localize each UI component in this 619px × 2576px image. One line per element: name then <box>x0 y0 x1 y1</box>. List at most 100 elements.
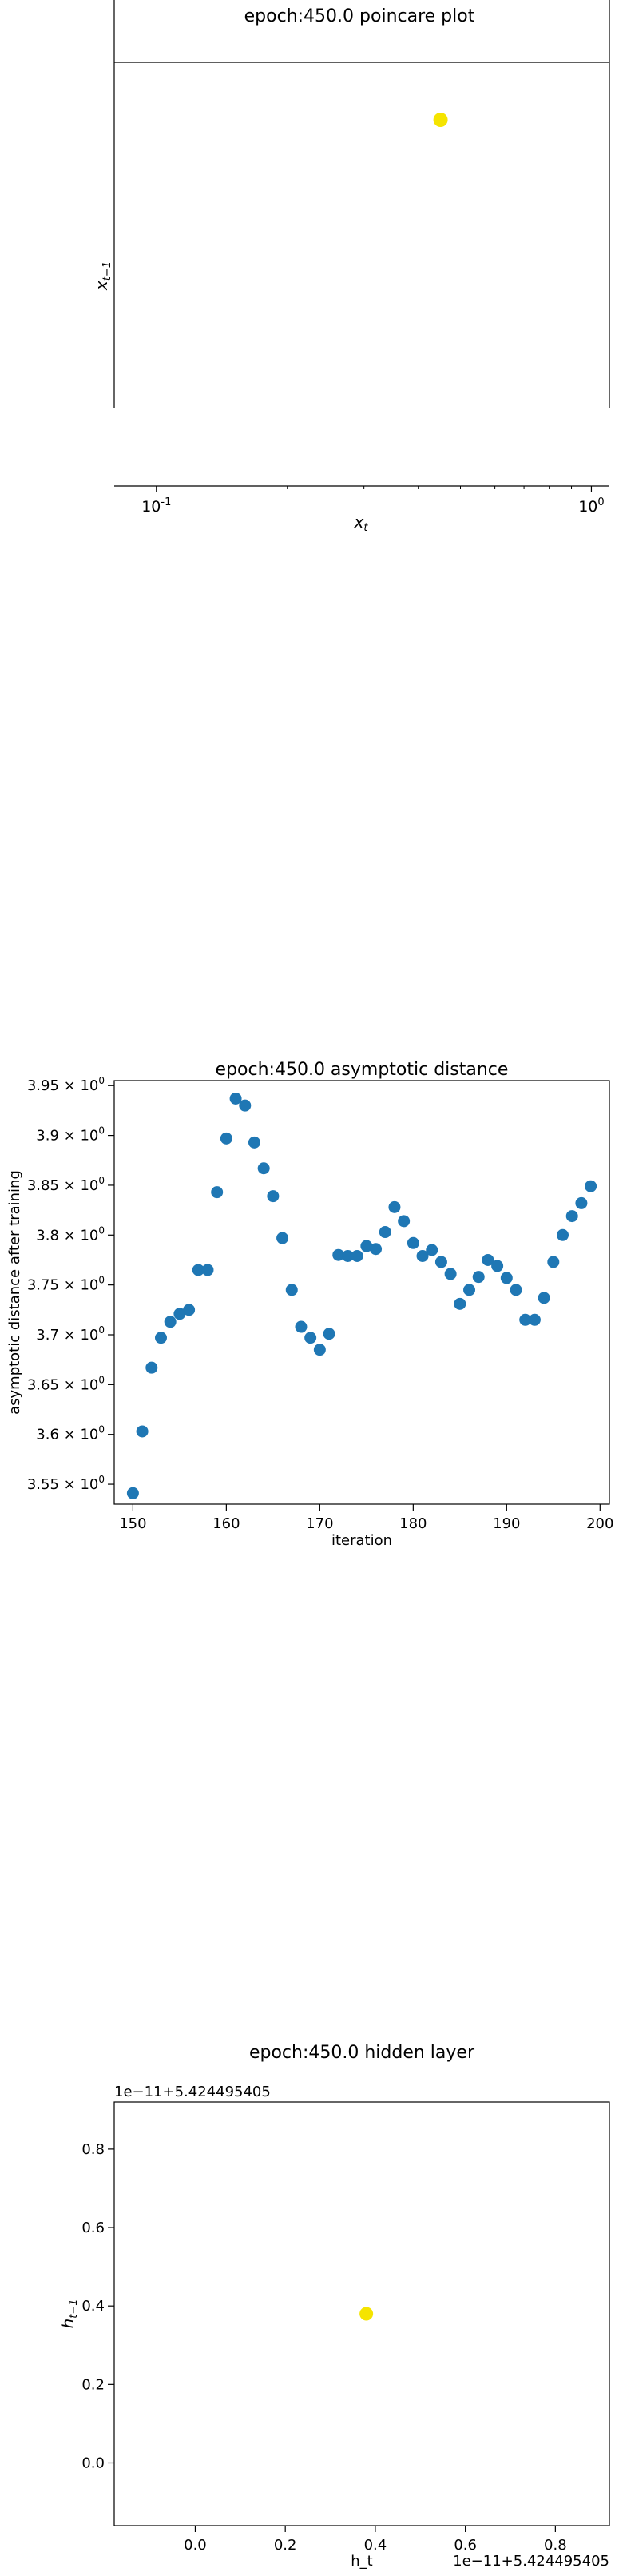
asymptotic-point <box>379 1226 391 1239</box>
asymptotic-point <box>360 1240 373 1252</box>
asymptotic-point <box>500 1272 513 1284</box>
hidden-y-tick-label: 0.2 <box>81 2376 105 2393</box>
asymptotic-point <box>276 1232 289 1244</box>
asymptotic-point <box>426 1244 438 1256</box>
asymptotic-y-tick-label: 3.65 × 100 <box>27 1374 105 1393</box>
asymptotic-point <box>557 1228 569 1241</box>
asymptotic-x-tick-label: 150 <box>119 1515 146 1532</box>
asymptotic-x-tick-label: 190 <box>493 1515 520 1532</box>
asymptotic-y-tick-label: 3.6 × 100 <box>36 1424 105 1443</box>
asymptotic-point <box>585 1180 597 1192</box>
asymptotic-y-tick-label: 3.7 × 100 <box>36 1324 105 1344</box>
poincare-chart: epoch:450.0 poincare plot 10-1 100 xt xt−… <box>92 0 610 534</box>
asymptotic-point <box>248 1136 260 1149</box>
asymptotic-y-tick-label: 3.85 × 100 <box>27 1175 105 1194</box>
asymptotic-point <box>220 1132 232 1145</box>
hidden-y-tick-label: 0.6 <box>81 2220 105 2236</box>
hidden-x-tick-label: 0.2 <box>274 2537 297 2554</box>
asymptotic-point <box>444 1268 457 1280</box>
asymptotic-point <box>183 1304 196 1316</box>
hidden-y-tick-label: 0.0 <box>81 2455 105 2471</box>
asymptotic-title: epoch:450.0 asymptotic distance <box>216 1060 509 1080</box>
asymptotic-point <box>482 1253 494 1266</box>
asymptotic-point <box>388 1200 401 1213</box>
asymptotic-frame <box>113 1080 610 1505</box>
poincare-point <box>433 113 448 127</box>
asymptotic-x-tick-label: 160 <box>212 1515 240 1532</box>
asymptotic-point <box>136 1425 149 1438</box>
asymptotic-ylabel: asymptotic distance after training <box>6 1170 23 1415</box>
asymptotic-point <box>257 1162 270 1175</box>
asymptotic-point <box>239 1099 252 1112</box>
hidden-x-offset-label: 1e−11+5.424495405 <box>453 2553 609 2570</box>
poincare-x-tick-label: 100 <box>578 496 604 516</box>
asymptotic-chart: epoch:450.0 asymptotic distance 150 160 17… <box>6 1060 613 1549</box>
hidden-y-offset-label: 1e−11+5.424495405 <box>114 2084 271 2100</box>
poincare-ylabel: xt−1 <box>92 261 113 291</box>
asymptotic-y-tick-label: 3.9 × 100 <box>36 1125 105 1145</box>
asymptotic-xlabel: iteration <box>331 1532 392 1549</box>
asymptotic-point <box>510 1284 522 1296</box>
hidden-points <box>359 2307 374 2321</box>
asymptotic-point <box>211 1186 224 1199</box>
asymptotic-point <box>416 1249 429 1262</box>
asymptotic-point <box>126 1487 139 1499</box>
asymptotic-point <box>145 1361 158 1374</box>
asymptotic-point <box>164 1316 177 1328</box>
asymptotic-y-tick-label: 3.75 × 100 <box>27 1275 105 1294</box>
asymptotic-point <box>398 1215 411 1228</box>
asymptotic-x-tick-label: 170 <box>306 1515 333 1532</box>
asymptotic-point <box>528 1313 541 1326</box>
poincare-title: epoch:450.0 poincare plot <box>244 6 475 26</box>
asymptotic-point <box>538 1292 550 1304</box>
hidden-xlabel: h_t <box>351 2553 372 2570</box>
asymptotic-point <box>285 1284 298 1296</box>
hidden-ticks: 0.0 0.2 0.4 0.6 0.8 0.0 0.2 0.4 0.6 0.8 <box>81 2141 566 2554</box>
asymptotic-point <box>332 1248 345 1261</box>
hidden-chart: epoch:450.0 hidden layer 1e−11+5.4244954… <box>58 2043 610 2570</box>
asymptotic-point <box>201 1264 214 1276</box>
hidden-x-tick-label: 0.4 <box>364 2537 387 2554</box>
asymptotic-point <box>267 1190 280 1203</box>
hidden-x-tick-label: 0.0 <box>184 2537 207 2554</box>
asymptotic-y-tick-label: 3.55 × 100 <box>27 1474 105 1493</box>
asymptotic-point <box>313 1344 326 1356</box>
poincare-points <box>433 113 448 127</box>
poincare-xlabel: xt <box>354 512 369 534</box>
asymptotic-point <box>173 1308 186 1320</box>
asymptotic-x-tick-label: 200 <box>586 1515 613 1532</box>
asymptotic-point <box>295 1320 308 1333</box>
hidden-frame <box>113 2101 610 2526</box>
hidden-x-tick-label: 0.8 <box>544 2537 567 2554</box>
asymptotic-y-tick-label: 3.8 × 100 <box>36 1224 105 1244</box>
asymptotic-point <box>454 1297 466 1310</box>
asymptotic-point <box>575 1196 588 1209</box>
asymptotic-point <box>565 1210 578 1223</box>
asymptotic-ticks: 150 160 170 180 190 200 3.55 × 100 3.6 × 100 3.6… <box>27 1075 614 1532</box>
asymptotic-point <box>304 1332 317 1344</box>
poincare-x-tick-label: 10-1 <box>141 496 171 516</box>
asymptotic-point <box>229 1092 242 1105</box>
asymptotic-point <box>463 1284 476 1296</box>
asymptotic-point <box>323 1328 335 1340</box>
hidden-ylabel: ht−1 <box>58 2299 80 2329</box>
hidden-y-tick-label: 0.4 <box>81 2298 105 2315</box>
asymptotic-points <box>126 1092 597 1499</box>
asymptotic-point <box>472 1271 485 1284</box>
asymptotic-point <box>351 1249 363 1262</box>
asymptotic-point <box>407 1236 419 1249</box>
asymptotic-point <box>341 1249 354 1262</box>
asymptotic-point <box>192 1264 204 1276</box>
asymptotic-point <box>154 1332 167 1344</box>
asymptotic-point <box>370 1243 383 1256</box>
poincare-x-ticks: 10-1 100 <box>141 486 605 516</box>
asymptotic-point <box>491 1260 504 1272</box>
asymptotic-point <box>547 1256 560 1268</box>
asymptotic-point <box>519 1313 532 1326</box>
asymptotic-point <box>434 1256 447 1268</box>
hidden-x-tick-label: 0.6 <box>454 2537 477 2554</box>
asymptotic-y-tick-label: 3.95 × 100 <box>27 1075 105 1094</box>
hidden-title: epoch:450.0 hidden layer <box>249 2043 475 2063</box>
asymptotic-x-tick-label: 180 <box>399 1515 427 1532</box>
